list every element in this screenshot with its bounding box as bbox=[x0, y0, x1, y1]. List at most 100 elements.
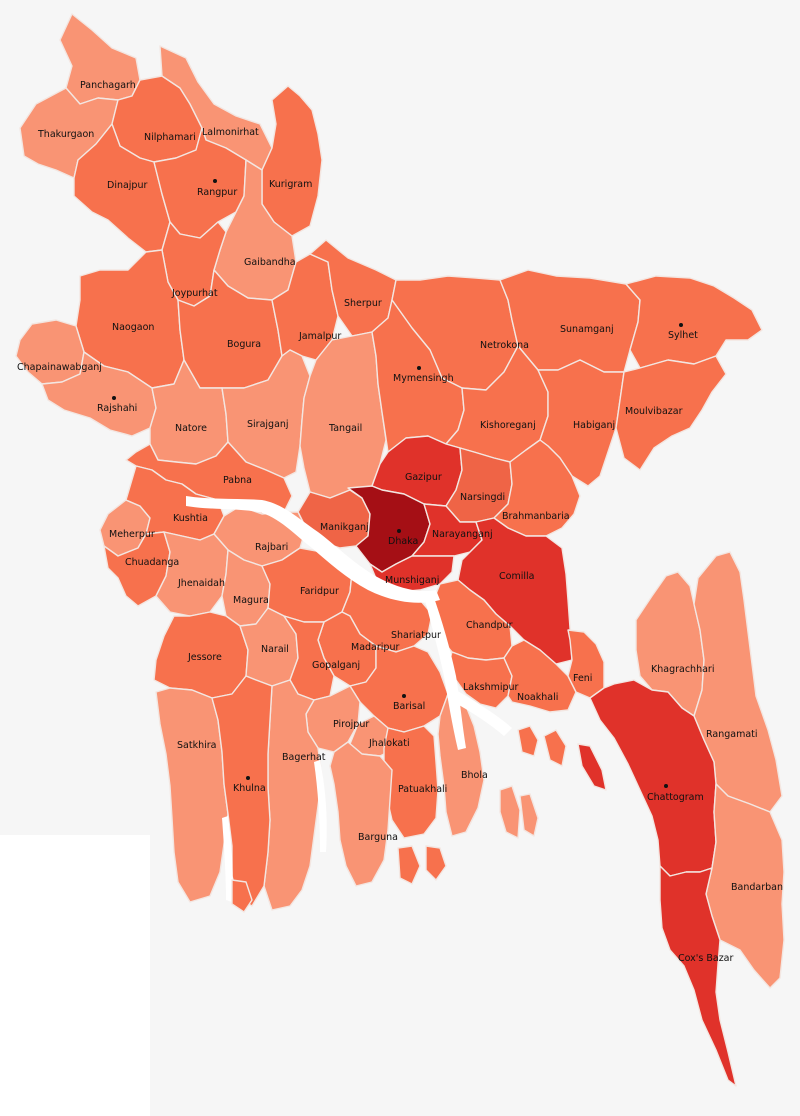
label-munshiganj: Munshiganj bbox=[385, 575, 439, 586]
label-barisal: Barisal bbox=[393, 701, 425, 712]
label-jessore: Jessore bbox=[187, 652, 222, 663]
label-dinajpur: Dinajpur bbox=[107, 180, 147, 191]
island-bhola-south bbox=[499, 785, 521, 839]
label-joypurhat: Joypurhat bbox=[171, 288, 218, 299]
label-narayanganj: Narayanganj bbox=[432, 529, 493, 540]
district-labels: Panchagarh Thakurgaon Nilphamari Lalmoni… bbox=[17, 80, 783, 964]
city-dot-chattogram bbox=[664, 784, 668, 788]
label-jamalpur: Jamalpur bbox=[298, 331, 341, 342]
label-bagerhat: Bagerhat bbox=[282, 752, 326, 763]
district-coxs-bazar[interactable] bbox=[659, 865, 737, 1087]
river-estuary bbox=[450, 690, 512, 736]
district-feni[interactable] bbox=[567, 629, 605, 699]
district-barguna[interactable] bbox=[329, 741, 393, 887]
label-brahmanbaria: Brahmanbaria bbox=[502, 511, 570, 522]
label-lalmonirhat: Lalmonirhat bbox=[202, 127, 259, 138]
label-jhenaidah: Jhenaidah bbox=[177, 578, 225, 589]
river-padma bbox=[186, 496, 440, 603]
label-gaibandha: Gaibandha bbox=[244, 257, 296, 268]
district-narayanganj[interactable] bbox=[411, 503, 483, 557]
city-dot-dhaka bbox=[397, 529, 401, 533]
label-narail: Narail bbox=[261, 644, 289, 655]
district-moulvibazar[interactable] bbox=[615, 355, 727, 471]
label-lakshmipur: Lakshmipur bbox=[463, 682, 519, 693]
label-rajbari: Rajbari bbox=[255, 542, 288, 553]
river-sundarbans-2 bbox=[222, 816, 233, 902]
label-chuadanga: Chuadanga bbox=[125, 557, 179, 568]
label-narsingdi: Narsingdi bbox=[460, 492, 505, 503]
label-bogura: Bogura bbox=[227, 339, 261, 350]
district-satkhira[interactable] bbox=[155, 687, 229, 903]
label-sirajganj: Sirajganj bbox=[247, 419, 289, 430]
label-rajshahi: Rajshahi bbox=[97, 403, 137, 414]
division-capitals bbox=[112, 179, 683, 788]
city-dot-khulna bbox=[246, 776, 250, 780]
district-jhenaidah[interactable] bbox=[155, 531, 229, 617]
island-sundarbans bbox=[231, 879, 253, 913]
river-channels bbox=[186, 496, 512, 902]
label-satkhira: Satkhira bbox=[177, 740, 216, 751]
island-kutubdia bbox=[577, 743, 607, 791]
city-dot-mymensingh bbox=[417, 366, 421, 370]
label-sunamganj: Sunamganj bbox=[560, 324, 614, 335]
label-moulvibazar: Moulvibazar bbox=[625, 406, 683, 417]
island-manpura bbox=[519, 793, 539, 837]
label-shariatpur: Shariatpur bbox=[391, 630, 441, 641]
label-jhalokati: Jhalokati bbox=[368, 738, 410, 749]
label-tangail: Tangail bbox=[328, 423, 362, 434]
river-meghna bbox=[424, 592, 466, 750]
island-sandwip bbox=[543, 729, 567, 767]
district-habiganj[interactable] bbox=[537, 359, 625, 487]
label-rangamati: Rangamati bbox=[706, 729, 758, 740]
label-kishoreganj: Kishoreganj bbox=[480, 420, 536, 431]
river-sundarbans-1 bbox=[314, 760, 327, 852]
blank-corner bbox=[0, 835, 150, 1116]
label-bhola: Bhola bbox=[461, 770, 488, 781]
district-brahmanbaria[interactable] bbox=[493, 439, 581, 537]
label-kurigram: Kurigram bbox=[269, 179, 312, 190]
label-bandarban: Bandarban bbox=[731, 882, 783, 893]
label-naogaon: Naogaon bbox=[112, 322, 154, 333]
island-char bbox=[425, 845, 447, 881]
label-khulna: Khulna bbox=[233, 783, 266, 794]
label-khagrachhari: Khagrachhari bbox=[651, 664, 714, 675]
label-sherpur: Sherpur bbox=[344, 298, 382, 309]
label-chapainawabganj: Chapainawabganj bbox=[17, 362, 102, 373]
district-sylhet[interactable] bbox=[625, 275, 763, 369]
label-mymensingh: Mymensingh bbox=[393, 373, 454, 384]
label-habiganj: Habiganj bbox=[573, 420, 615, 431]
label-barguna: Barguna bbox=[358, 832, 398, 843]
label-noakhali: Noakhali bbox=[517, 692, 558, 703]
district-kurigram[interactable] bbox=[261, 85, 323, 237]
label-sylhet: Sylhet bbox=[668, 330, 698, 341]
city-dot-barisal bbox=[402, 694, 406, 698]
label-chattogram: Chattogram bbox=[647, 792, 704, 803]
label-thakurgaon: Thakurgaon bbox=[37, 129, 94, 140]
label-patuakhali: Patuakhali bbox=[398, 784, 447, 795]
coastal-islands bbox=[231, 725, 607, 913]
label-comilla: Comilla bbox=[499, 571, 534, 582]
island-hatiya bbox=[517, 725, 539, 757]
label-panchagarh: Panchagarh bbox=[80, 80, 136, 91]
district-khulna[interactable] bbox=[211, 675, 273, 907]
label-rangpur: Rangpur bbox=[197, 187, 237, 198]
label-feni: Feni bbox=[573, 673, 592, 684]
label-pirojpur: Pirojpur bbox=[333, 719, 369, 730]
label-madaripur: Madaripur bbox=[351, 642, 399, 653]
label-gopalganj: Gopalganj bbox=[312, 660, 360, 671]
label-meherpur: Meherpur bbox=[109, 529, 155, 540]
city-dot-rajshahi bbox=[112, 396, 116, 400]
label-dhaka: Dhaka bbox=[388, 536, 418, 547]
city-dot-sylhet bbox=[679, 323, 683, 327]
city-dot-rangpur bbox=[213, 179, 217, 183]
label-coxs-bazar: Cox's Bazar bbox=[678, 953, 734, 964]
label-magura: Magura bbox=[233, 595, 269, 606]
island-rangabali bbox=[397, 845, 421, 885]
label-pabna: Pabna bbox=[223, 475, 252, 486]
label-manikganj: Manikganj bbox=[320, 522, 369, 533]
label-chandpur: Chandpur bbox=[466, 620, 513, 631]
district-noakhali[interactable] bbox=[503, 639, 577, 713]
district-chapainawabganj[interactable] bbox=[15, 319, 85, 385]
